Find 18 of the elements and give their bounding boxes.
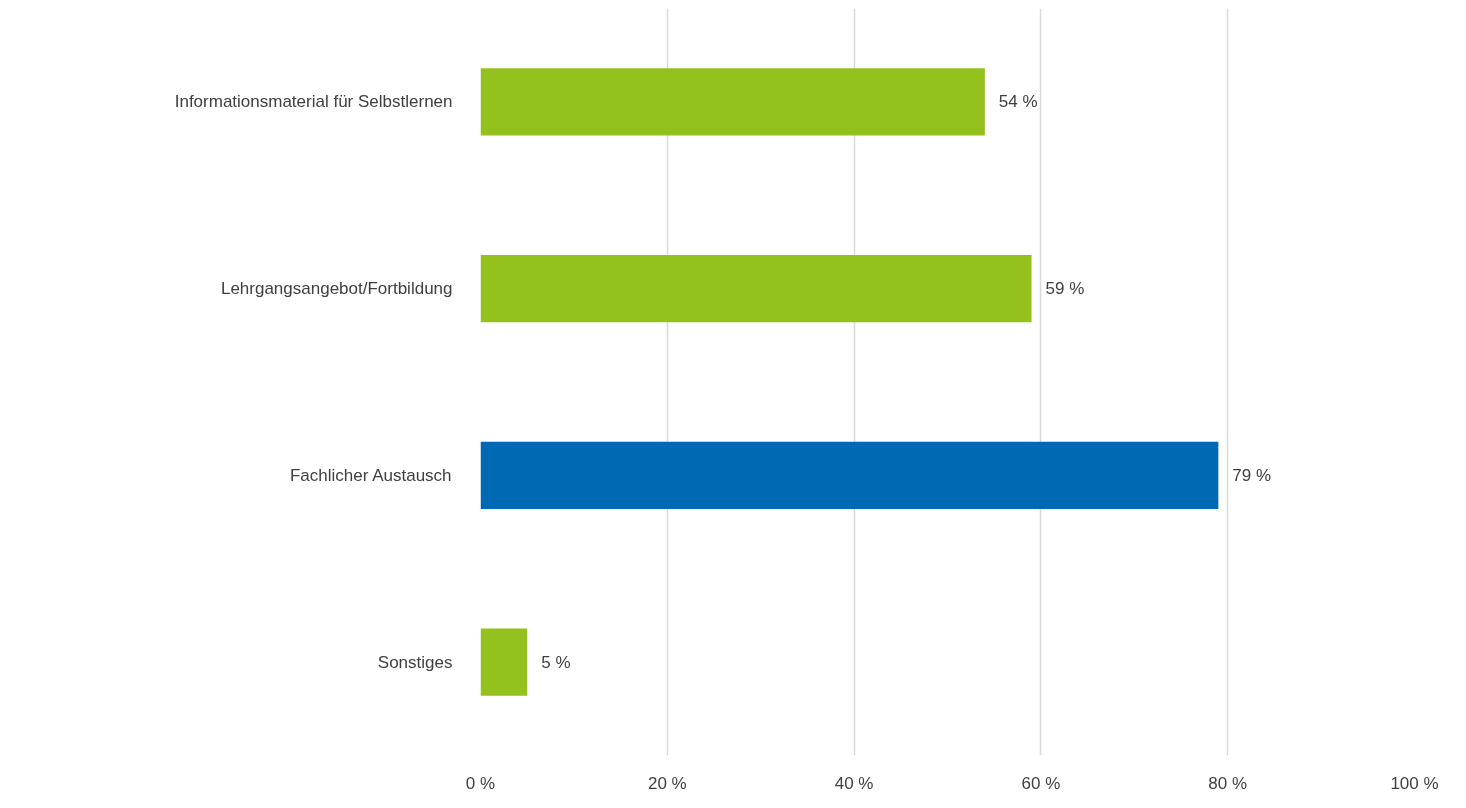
data-label: 54 % bbox=[998, 92, 1038, 112]
bar bbox=[480, 628, 528, 696]
bar bbox=[480, 68, 985, 136]
data-label: 79 % bbox=[1232, 465, 1272, 485]
y-tick-label: Lehrgangsangebot/Fortbildung bbox=[220, 279, 453, 299]
x-tick-label: 60 % bbox=[1021, 773, 1061, 793]
x-tick-label: 20 % bbox=[647, 773, 687, 793]
x-tick-label: 80 % bbox=[1208, 773, 1248, 793]
data-label: 5 % bbox=[541, 652, 571, 672]
bar bbox=[480, 255, 1032, 323]
x-tick-label: 0 % bbox=[465, 773, 496, 793]
x-tick-label: 40 % bbox=[834, 773, 874, 793]
data-label: 59 % bbox=[1045, 279, 1085, 299]
y-tick-label: Informationsmaterial für Selbstlernen bbox=[174, 92, 453, 112]
y-tick-label: Fachlicher Austausch bbox=[289, 465, 452, 485]
x-tick-label: 100 % bbox=[1390, 773, 1439, 793]
y-tick-label: Sonstiges bbox=[377, 652, 453, 672]
bar bbox=[480, 441, 1219, 509]
